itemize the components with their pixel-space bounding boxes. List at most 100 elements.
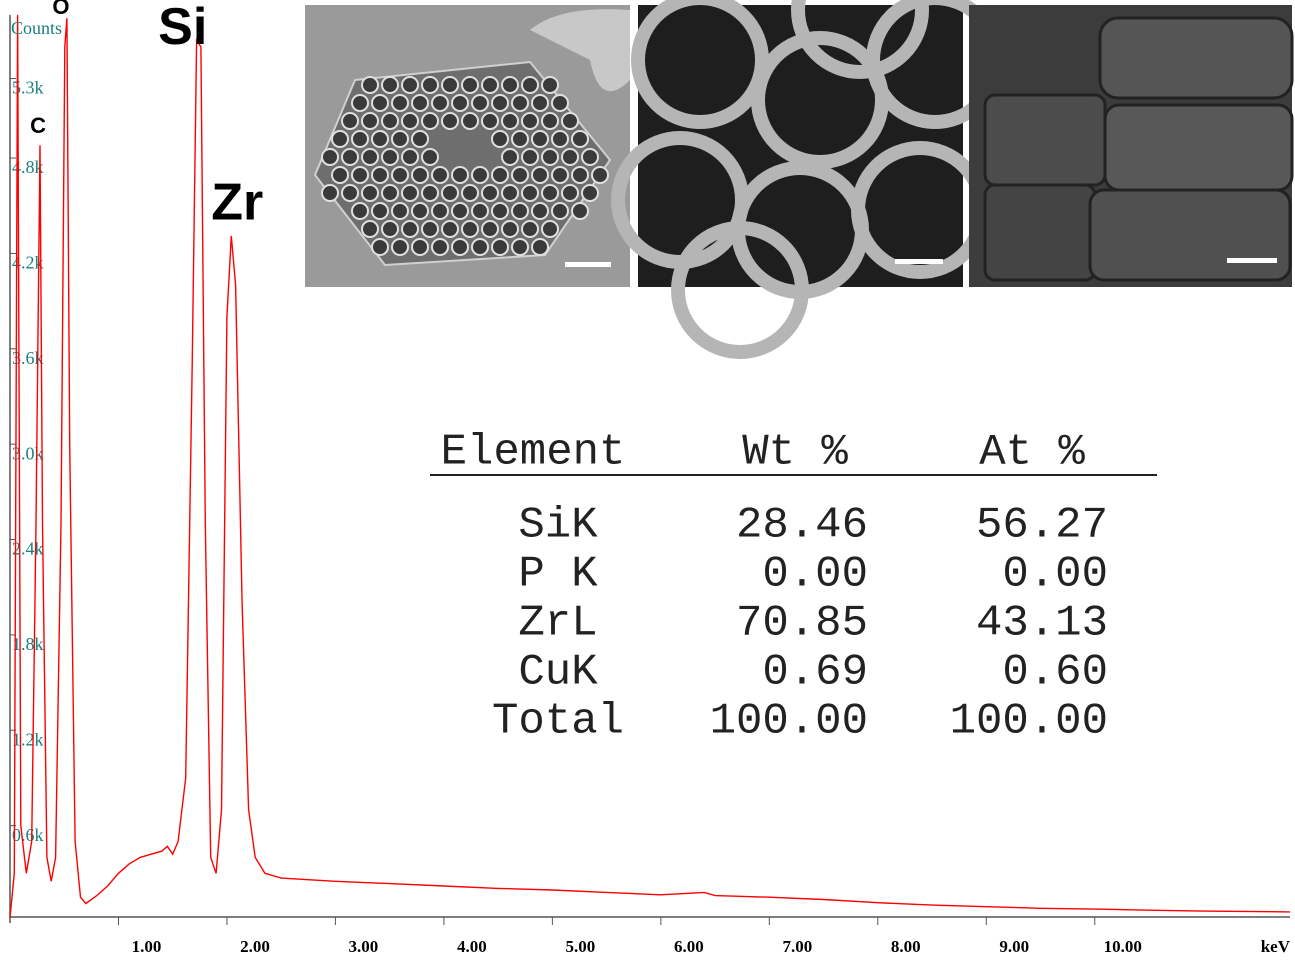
peak-label: Zr [211,174,263,232]
image-cylinder [1100,18,1292,98]
image-ring [432,167,448,183]
image-ring [402,185,418,201]
image-ring [352,203,368,219]
table-cell: 0.60 [1002,648,1108,698]
image-ring [402,113,418,129]
image-ring [372,167,388,183]
image-ring [322,185,338,201]
image-ring [422,113,438,129]
y-tick-label: 1.8k [12,634,44,654]
table-cell: 56.27 [976,501,1108,551]
y-tick-label: 1.2k [12,729,44,749]
image-ring [452,239,468,255]
x-tick-label: 10.00 [1104,937,1142,956]
x-tick-label: 6.00 [674,937,704,956]
image-ring [362,77,378,93]
x-tick-label: 5.00 [565,937,595,956]
image-ring [382,113,398,129]
image-ring [552,167,568,183]
image-ring [392,95,408,111]
image-ring [422,77,438,93]
image-ring [342,149,358,165]
image-ring [572,167,588,183]
image-ring [542,113,558,129]
image-ring [442,185,458,201]
x-tick-label: 7.00 [782,937,812,956]
image-ring [542,149,558,165]
image-ring [522,149,538,165]
x-tick-label: 3.00 [349,937,379,956]
image-ring [542,77,558,93]
image-ring [342,185,358,201]
image-ring [442,77,458,93]
image-ring [562,185,578,201]
table-cell: Total [492,697,624,747]
image-ring [502,185,518,201]
composition-table: ElementWt %At %SiK28.4656.27P K0.000.00Z… [430,428,1157,747]
image-ring [482,113,498,129]
image-ring [472,95,488,111]
scale-bar [565,262,611,267]
y-tick-label: 3.0k [12,443,44,463]
image-ring [412,239,428,255]
image-ring [552,203,568,219]
table-cell: 0.69 [762,648,868,698]
table-cell: CuK [518,648,598,698]
table-header: Wt % [742,428,848,478]
scale-bar [895,259,943,264]
x-axis-label: keV [1261,937,1291,956]
image-ring [472,167,488,183]
table-cell: 100.00 [710,697,868,747]
image-ring [372,203,388,219]
image-ring [382,221,398,237]
image-ring [442,113,458,129]
image-ring [382,149,398,165]
image-ring [472,239,488,255]
image-ring [432,239,448,255]
image-ring [392,239,408,255]
image-ring [452,203,468,219]
image-ring [412,131,428,147]
image-ring [412,167,428,183]
sem-image-3 [969,5,1292,287]
image-ring [502,149,518,165]
table-cell: SiK [518,501,598,551]
image-ring [482,221,498,237]
image-ring [462,185,478,201]
image-ring [342,113,358,129]
image-ring [372,239,388,255]
image-ring [392,167,408,183]
image-ring [492,131,508,147]
image-ring [492,167,508,183]
image-ring [412,203,428,219]
sem-image-1 [305,5,630,287]
image-cylinder [985,185,1095,280]
image-ring [462,113,478,129]
peak-label: Si [158,0,207,56]
table-cell: 28.46 [736,501,868,551]
image-ring [442,221,458,237]
table-header: Element [441,428,626,478]
image-ring [512,131,528,147]
image-ring [392,131,408,147]
image-ring [362,149,378,165]
image-cylinder [1090,190,1290,280]
table-cell: P K [518,550,598,600]
image-ring [542,185,558,201]
table-cell: 70.85 [736,599,868,649]
image-ring [402,149,418,165]
image-ring [352,131,368,147]
x-tick-label: 4.00 [457,937,487,956]
image-ring [422,185,438,201]
image-ring [482,77,498,93]
image-ring [502,77,518,93]
peak-label: C [30,113,46,138]
image-ring [492,239,508,255]
image-ring [582,149,598,165]
y-tick-label: 2.4k [12,539,44,559]
image-ring [422,149,438,165]
image-ring [402,77,418,93]
y-axis-label: Counts [11,18,62,38]
image-ring [452,95,468,111]
image-ring [352,167,368,183]
